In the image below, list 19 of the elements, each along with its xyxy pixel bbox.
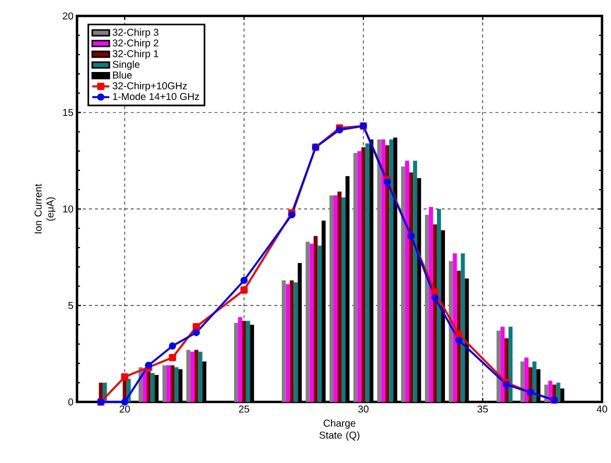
legend-label: 32-Chirp 3	[112, 28, 158, 38]
legend-label: 32-Chirp+10GHz	[112, 82, 187, 92]
y-tick-label: 15	[63, 109, 74, 116]
legend-label: 1-Mode 14+10 GHz	[113, 92, 199, 100]
y-tick-label: 5	[68, 302, 74, 309]
y-tick-label: 10	[63, 205, 74, 213]
y-tick-label: 0	[68, 398, 74, 406]
x-tick-label: 25	[239, 406, 250, 413]
x-tick-label: 40	[596, 406, 608, 413]
x-axis-title: Charge State (Q)	[319, 419, 360, 441]
x-tick-label: 30	[358, 406, 369, 413]
x-tick-label: 20	[120, 406, 130, 413]
legend-label: Single	[112, 60, 140, 70]
y-axis-title: Ion Current (eμA)	[34, 184, 56, 234]
y-tick-label: 20	[62, 12, 74, 20]
legend-label: 32-Chirp 1	[112, 50, 158, 60]
x-tick-label: 35	[478, 406, 488, 413]
legend-label: 32-Chirp 2	[112, 39, 158, 48]
legend-label: Blue	[113, 71, 132, 79]
